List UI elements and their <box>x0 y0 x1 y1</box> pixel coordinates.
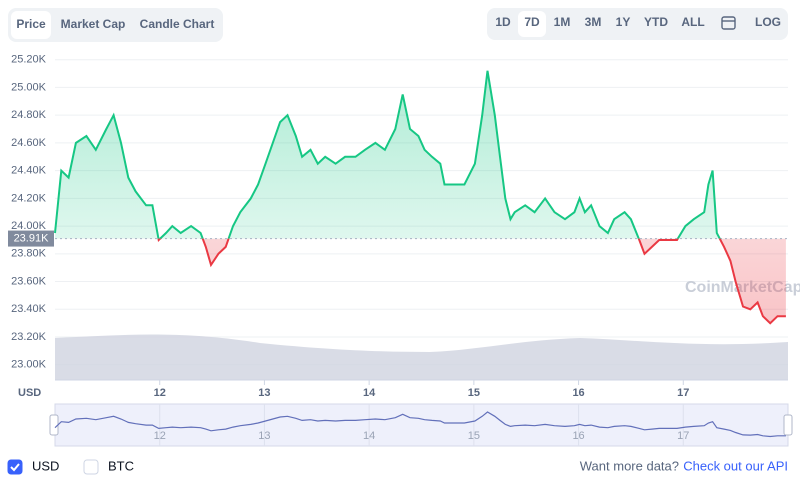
range-button[interactable]: 1M <box>554 15 571 29</box>
y-tick-label: 23.80K <box>11 248 47 260</box>
x-tick-label: 12 <box>154 387 166 399</box>
y-tick-label: 25.00K <box>11 81 47 93</box>
nav-handle[interactable] <box>49 414 59 436</box>
calendar-icon[interactable] <box>721 16 736 30</box>
toolbar: Price Market Cap Candle Chart 1D 7D 1M 3M 1Y YTD… <box>8 8 788 42</box>
footer-text: Want more data? <box>580 458 679 473</box>
footer: USD BTC Want more data? Check out our API <box>7 458 788 475</box>
volume-band <box>55 334 788 380</box>
navigator: 12 13 14 15 16 17 <box>49 403 793 447</box>
nav-line <box>54 411 786 438</box>
x-tick-label: 14 <box>363 387 376 399</box>
x-tick-label: 16 <box>572 387 584 399</box>
range-button[interactable]: 1Y <box>616 15 631 29</box>
checkbox[interactable] <box>7 459 23 475</box>
nav-tick-label: 12 <box>154 430 166 442</box>
y-tick-label: 23.40K <box>11 303 47 315</box>
nav-tick-label: 15 <box>468 430 480 442</box>
y-tick-label: 23.00K <box>11 359 47 371</box>
x-tick-label: 15 <box>468 387 480 399</box>
tab[interactable]: Candle Chart <box>140 17 215 31</box>
checkbox-label[interactable]: BTC <box>108 458 134 473</box>
y-tick-label: 25.20K <box>11 54 47 66</box>
price-line-up <box>54 70 721 239</box>
checkbox-label[interactable]: USD <box>32 458 59 473</box>
range-button[interactable]: YTD <box>644 15 668 29</box>
area-down <box>158 238 786 324</box>
tab[interactable]: Market Cap <box>61 17 126 31</box>
range-button[interactable]: ALL <box>681 15 704 29</box>
checkbox[interactable] <box>83 459 99 475</box>
nav-tick-label: 14 <box>363 430 375 442</box>
range-button[interactable]: 3M <box>585 15 602 29</box>
ref-label-box <box>8 230 54 247</box>
ref-label: 23.91K <box>14 232 50 244</box>
area-up <box>55 70 786 239</box>
y-tick-label: 23.20K <box>11 331 47 343</box>
tab[interactable]: Price <box>16 17 46 31</box>
nav-tick-label: 13 <box>258 430 270 442</box>
tab-active <box>11 11 51 39</box>
nav-tick-label: 16 <box>572 430 584 442</box>
tab-group <box>8 8 223 42</box>
range-button[interactable]: 1D <box>495 15 511 29</box>
y-tick-label: 24.60K <box>11 137 47 149</box>
y-unit: USD <box>18 387 41 399</box>
range-active <box>518 11 546 37</box>
y-tick-label: 24.00K <box>11 220 47 232</box>
range-group <box>487 8 788 40</box>
y-tick-label: 23.60K <box>11 275 47 287</box>
api-link[interactable]: Check out our API <box>683 458 788 473</box>
range-button[interactable]: 7D <box>524 15 540 29</box>
nav-handle[interactable] <box>783 414 793 436</box>
log-button[interactable]: LOG <box>755 15 781 29</box>
checkmark <box>10 463 20 472</box>
nav-tick-label: 17 <box>677 430 689 442</box>
x-tick-label: 13 <box>258 387 270 399</box>
y-tick-label: 24.40K <box>11 165 47 177</box>
y-tick-label: 24.80K <box>11 109 47 121</box>
plot-overlay: 23.91K <box>8 70 788 325</box>
y-tick-label: 24.20K <box>11 192 47 204</box>
x-tick-label: 17 <box>677 387 689 399</box>
